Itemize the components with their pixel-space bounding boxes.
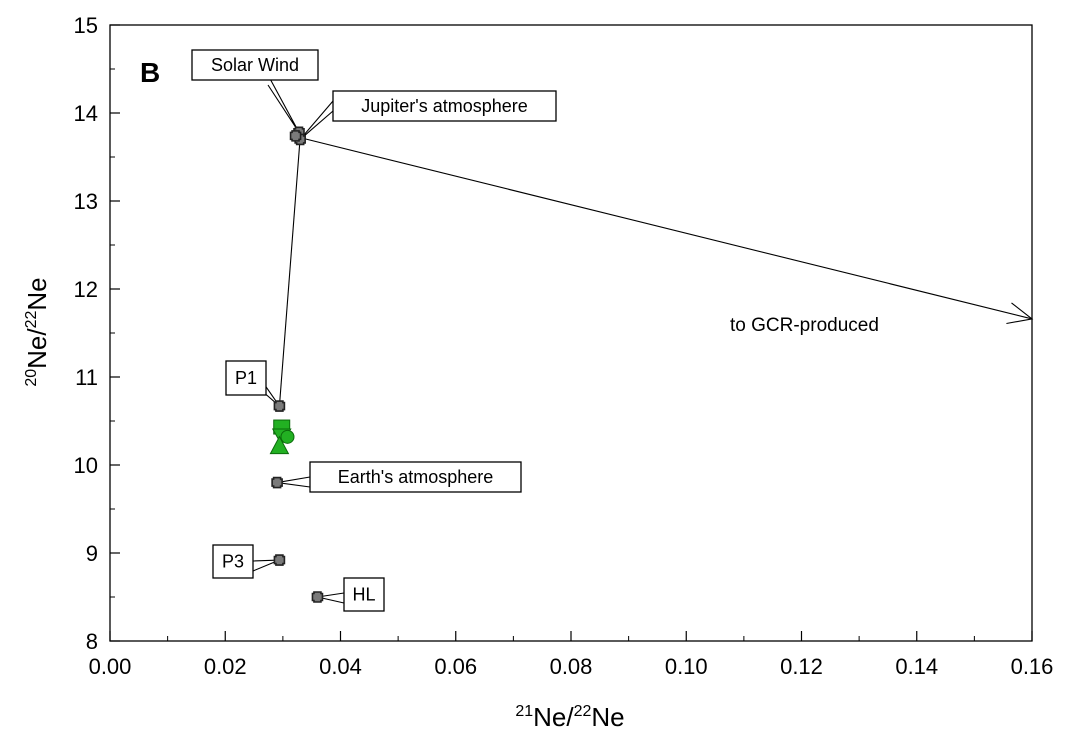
y-tick-label: 12 — [74, 277, 98, 302]
annotation-box-p1 — [225, 360, 267, 396]
leader-solar-wind — [267, 74, 300, 133]
annotation-box-jupiter-s-atmosphere — [332, 90, 557, 122]
y-tick-label: 9 — [86, 541, 98, 566]
y-tick-label: 11 — [75, 365, 98, 390]
x-tick-label: 0.12 — [780, 654, 823, 679]
component-marker-hl — [311, 591, 324, 603]
mixing-line-p1-solar — [278, 137, 301, 407]
gcr-arrow-line — [300, 137, 1033, 320]
annotation-box-hl — [343, 577, 385, 612]
x-tick-label: 0.06 — [434, 654, 477, 679]
x-axis: 0.00 0.02 0.04 0.06 0.08 0.10 0.12 0.14 0.16 — [89, 631, 1054, 679]
x-axis-title: 21Ne/22Ne — [515, 702, 624, 732]
annotation-label-p3: P3 — [222, 552, 244, 572]
y-tick-label: 10 — [74, 453, 98, 478]
component-marker-cluster — [289, 130, 302, 142]
x-tick-label: 0.16 — [1011, 654, 1054, 679]
y-axis-title-base2: Ne — [22, 277, 52, 310]
x-axis-title-sup2: 22 — [574, 703, 592, 720]
y-axis-title: 20Ne/22Ne — [22, 277, 52, 386]
annotation-box-p3 — [212, 544, 254, 579]
sample-marker-circle — [280, 429, 295, 444]
y-tick-label: 14 — [74, 101, 98, 126]
annotation-label-solar-wind: Solar Wind — [211, 55, 299, 75]
x-tick-label: 0.08 — [550, 654, 593, 679]
annotation-label-jupiter-s-atmosphere: Jupiter's atmosphere — [361, 96, 528, 116]
y-axis-title-sup2: 22 — [23, 310, 40, 328]
mixing-lines: to GCR-produced — [278, 137, 1034, 407]
sample-marker-triangle-up — [269, 435, 290, 455]
x-tick-label: 0.02 — [204, 654, 247, 679]
annotation-box-solar-wind — [191, 49, 319, 81]
component-marker-earth-s-atmosphere — [271, 476, 283, 489]
annotation-label-p1: P1 — [235, 368, 257, 388]
annotation-label-hl: HL — [352, 585, 375, 605]
y-tick-label: 13 — [74, 189, 98, 214]
annotations: Solar Wind Jupiter's atmosphere P1 Earth's … — [191, 49, 557, 612]
y-axis-title-sup1: 20 — [23, 369, 40, 387]
y-tick-label: 15 — [74, 13, 98, 38]
gcr-arrow-head — [1006, 302, 1034, 325]
x-tick-label: 0.10 — [665, 654, 708, 679]
y-axis: 8 9 10 11 12 13 14 15 — [74, 13, 120, 654]
leader-jupiter-s-atmosphere — [299, 100, 334, 140]
component-marker-p3 — [273, 554, 286, 566]
x-axis-title-sup1: 21 — [515, 703, 533, 720]
x-tick-label: 0.14 — [895, 654, 938, 679]
annotation-box-earth-s-atmosphere — [309, 461, 522, 493]
gcr-arrow-label: to GCR-produced — [730, 315, 879, 336]
x-tick-label: 0.00 — [89, 654, 132, 679]
panel-label: B — [140, 57, 160, 88]
y-tick-label: 8 — [86, 629, 98, 654]
component-marker-p1 — [273, 400, 286, 412]
data-markers — [269, 126, 324, 603]
x-axis-title-base2: Ne — [591, 702, 624, 732]
y-axis-title-base1: Ne/ — [22, 328, 52, 369]
annotation-label-earth-s-atmosphere: Earth's atmosphere — [338, 467, 494, 487]
x-tick-label: 0.04 — [319, 654, 362, 679]
x-axis-title-base1: Ne/ — [533, 702, 574, 732]
